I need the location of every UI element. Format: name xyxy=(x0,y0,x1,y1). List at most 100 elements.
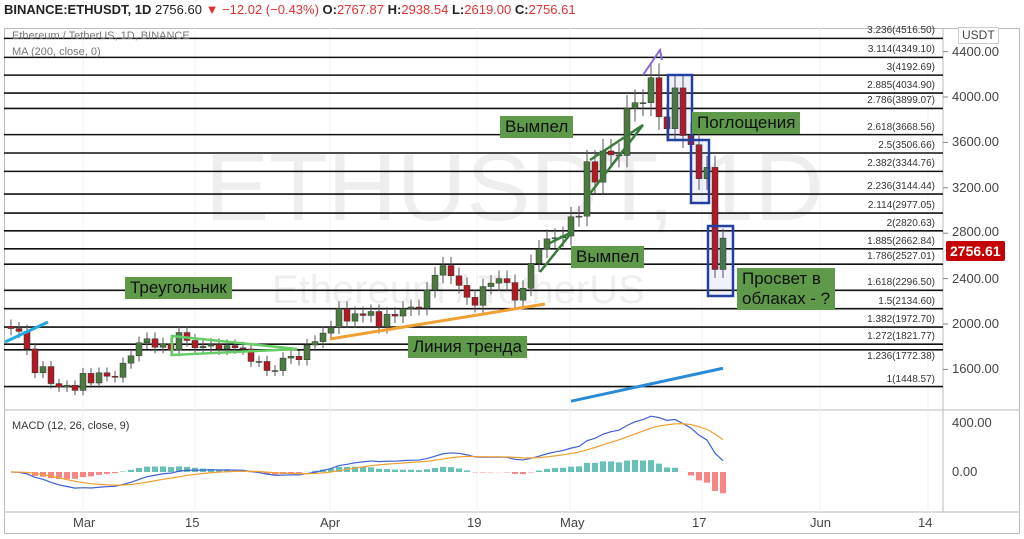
time-tick: 19 xyxy=(467,515,482,530)
candle-body xyxy=(95,372,103,384)
candle-body xyxy=(623,108,631,156)
candle-body xyxy=(415,306,423,309)
macd-histogram-bar xyxy=(664,467,670,472)
candle-body xyxy=(199,345,207,349)
currency-label[interactable]: USDT xyxy=(958,27,999,44)
pennant-lines-1 xyxy=(587,123,644,197)
macd-histogram-bar xyxy=(424,469,430,472)
candle-body xyxy=(583,161,591,217)
macd-histogram-bar xyxy=(128,469,134,472)
macd-histogram-bar xyxy=(328,468,334,472)
candle-body xyxy=(335,308,343,328)
candle-body xyxy=(439,265,447,276)
candle-body xyxy=(215,344,223,350)
annotation-pennant-1: Вымпел xyxy=(500,116,574,138)
macd-histogram-bar xyxy=(80,472,86,478)
macd-histogram-bar xyxy=(400,469,406,472)
macd-histogram-bar xyxy=(440,466,446,472)
candle-body xyxy=(391,314,399,317)
macd-histogram-bar xyxy=(368,467,374,472)
macd-histogram-bar xyxy=(184,466,190,472)
candle-body xyxy=(679,87,687,136)
candle-body xyxy=(295,356,303,361)
legend-title: Ethereum / TetherUS, 1D, BINANCE xyxy=(12,30,190,42)
candle-body xyxy=(7,326,15,329)
macd-histogram-bar xyxy=(88,472,94,477)
candle-body xyxy=(567,216,575,237)
change: ▼ −12.02 (−0.43%) xyxy=(205,2,319,17)
time-tick: 14 xyxy=(918,515,933,530)
candle-body xyxy=(111,375,119,378)
macd-histogram-bar xyxy=(640,460,646,472)
chart-frame[interactable] xyxy=(4,28,1020,534)
candle-body xyxy=(367,311,375,316)
price-tick: 2400.00 xyxy=(952,270,999,286)
open: 2767.87 xyxy=(337,2,384,17)
candle-body xyxy=(231,345,239,349)
macd-histogram-bar xyxy=(432,467,438,472)
macd-line xyxy=(10,415,724,489)
time-tick: 17 xyxy=(692,515,707,530)
low: 2619.00 xyxy=(464,2,512,17)
macd-histogram-bar xyxy=(296,472,302,474)
macd-histogram-bar xyxy=(392,469,398,472)
fib-level-label: 2.382(3344.76) xyxy=(867,158,935,170)
macd-histogram-bar xyxy=(712,472,718,491)
macd-histogram-bar xyxy=(720,472,726,494)
fib-level-label: 3.114(4349.10) xyxy=(867,44,935,56)
candle-body xyxy=(311,341,319,346)
macd-histogram-bar xyxy=(648,460,654,472)
candle-body xyxy=(639,102,647,104)
fib-level-label: 2.618(3668.56) xyxy=(867,121,935,133)
candle-body xyxy=(15,328,23,332)
triangle-pattern xyxy=(170,334,298,357)
candle-body xyxy=(127,355,135,364)
candle-body xyxy=(455,275,463,286)
candle-body xyxy=(175,332,183,351)
candle-body xyxy=(447,265,455,277)
macd-histogram-bar xyxy=(608,461,614,472)
candle-body xyxy=(255,361,263,363)
macd-histogram-bar xyxy=(600,461,606,472)
candle-body xyxy=(223,345,231,350)
candle-body xyxy=(359,313,367,316)
fib-level-label: 2.786(3899.07) xyxy=(867,95,935,107)
annotation-trendline: Линия тренда xyxy=(408,336,527,358)
fib-level-label: 1.786(2527.01) xyxy=(867,251,935,263)
fib-level-label: 1.885(2662.84) xyxy=(867,235,935,247)
close: 2756.61 xyxy=(528,2,576,17)
candle-body xyxy=(719,237,727,270)
fib-level-label: 1.236(1772.38) xyxy=(867,350,935,362)
price-tick: 2800.00 xyxy=(952,224,999,240)
candle-body xyxy=(151,338,159,348)
candle-body xyxy=(695,144,703,179)
macd-histogram-bar xyxy=(288,472,294,474)
annotation-triangle: Треугольник xyxy=(125,277,232,299)
candle-body xyxy=(399,308,407,317)
macd-tick: 0.00 xyxy=(952,464,978,479)
candle-body xyxy=(343,308,351,322)
macd-histogram-bar xyxy=(72,472,78,479)
candle-body xyxy=(47,366,55,384)
legend-macd: MACD (12, 26, close, 9) xyxy=(12,420,130,432)
candle-body xyxy=(55,383,63,388)
candle-body xyxy=(407,306,415,309)
fib-level-label: 1(1448.57) xyxy=(886,373,935,385)
annotation-gap-line1: Просвет в xyxy=(742,269,821,288)
annotation-pennant-2: Вымпел xyxy=(571,246,645,268)
candle-body xyxy=(479,286,487,306)
symbol: BINANCE:ETHUSDT, 1D xyxy=(4,2,152,17)
macd-histogram-bar xyxy=(312,470,318,472)
fib-level-label: 3.236(4516.50) xyxy=(867,25,935,37)
macd-histogram-bar xyxy=(552,468,558,472)
macd-histogram-bar xyxy=(704,472,710,483)
macd-histogram-bar xyxy=(520,472,526,475)
candle-body xyxy=(383,314,391,328)
macd-histogram-bar xyxy=(168,467,174,472)
candle-body xyxy=(535,248,543,264)
macd-histogram-bar xyxy=(96,472,102,475)
cyan-line xyxy=(4,320,49,344)
trend-line xyxy=(329,302,546,341)
candle-body xyxy=(279,357,287,371)
